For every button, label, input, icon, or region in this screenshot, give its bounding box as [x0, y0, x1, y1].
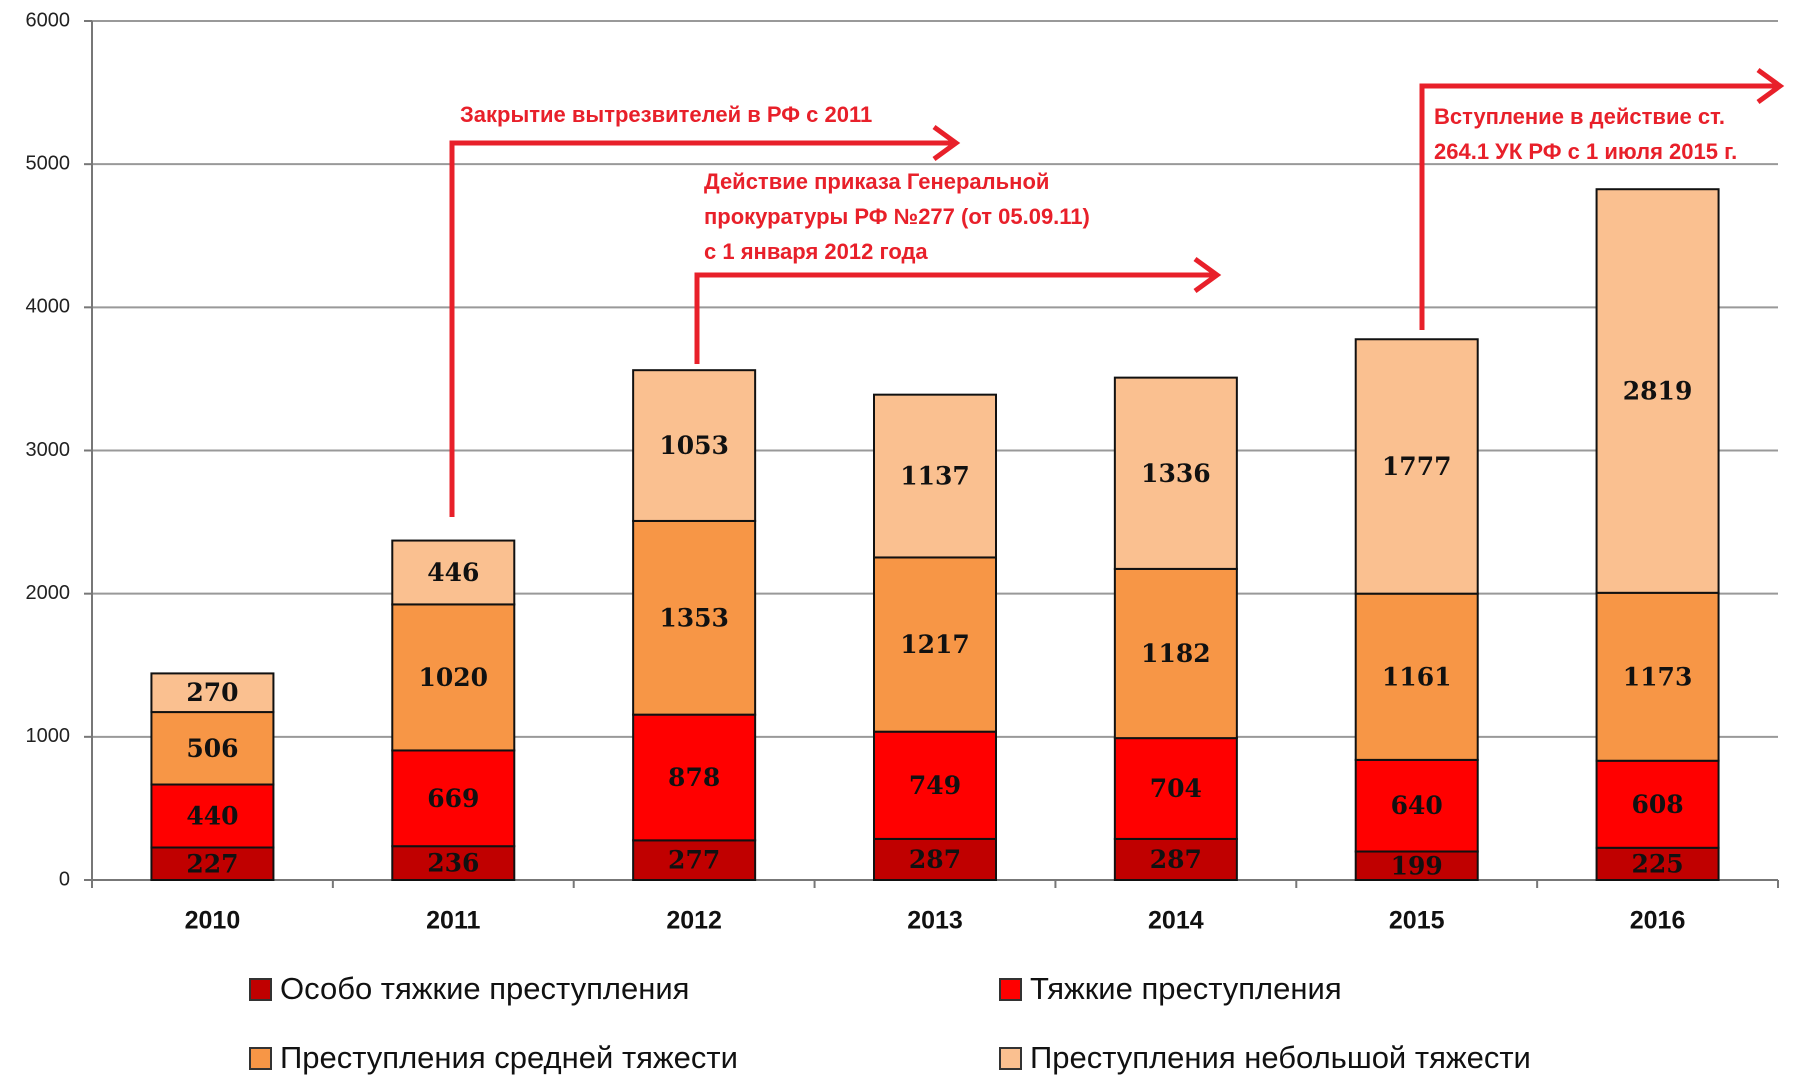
value-label: 749: [909, 771, 961, 800]
value-label: 1777: [1382, 452, 1452, 481]
legend-label: Преступления средней тяжести: [280, 1040, 738, 1075]
legend-swatch: [999, 978, 1022, 1001]
value-label: 1137: [900, 462, 970, 491]
value-label: 440: [186, 802, 238, 831]
value-label: 1182: [1141, 639, 1211, 668]
x-tick-label: 2014: [1148, 907, 1204, 935]
legend-swatch: [999, 1047, 1022, 1070]
value-label: 225: [1631, 849, 1683, 878]
legend-swatch: [249, 1047, 272, 1070]
value-label: 227: [186, 849, 238, 878]
bar-segment: [150, 711, 275, 786]
value-label: 1053: [659, 431, 729, 460]
bar-segment: [632, 839, 757, 881]
value-label: 236: [427, 849, 479, 878]
x-tick-label: 2012: [666, 907, 722, 935]
x-tick-label: 2013: [907, 907, 963, 935]
value-label: 1217: [900, 630, 970, 659]
annotation-text: прокуратуры РФ №277 (от 05.09.11): [704, 204, 1090, 229]
bar-segment: [1595, 846, 1720, 881]
bar-segment: [1113, 376, 1238, 570]
arrow-head: [932, 124, 961, 162]
bar-segment: [1595, 591, 1720, 762]
bar-segment: [1354, 592, 1479, 761]
annotation-text: Действие приказа Генеральной: [704, 169, 1049, 194]
arrow-head: [1756, 67, 1785, 105]
x-tick-label: 2015: [1389, 907, 1445, 935]
bar-segment: [391, 845, 516, 881]
y-tick-label: 3000: [26, 439, 71, 461]
value-label: 1353: [659, 603, 729, 632]
value-label: 1173: [1623, 662, 1693, 691]
bar-segment: [150, 846, 275, 881]
bar-segment: [1113, 567, 1238, 740]
value-label: 704: [1150, 774, 1202, 803]
value-label: 199: [1391, 851, 1443, 880]
y-tick-label: 6000: [26, 9, 71, 31]
value-label: 1336: [1141, 459, 1211, 488]
bar-segment: [1595, 759, 1720, 849]
y-tick-label: 0: [59, 868, 70, 890]
arrow-head: [1193, 256, 1222, 294]
value-label: 669: [427, 784, 479, 813]
value-label: 608: [1631, 790, 1683, 819]
annotation-text: Закрытие вытрезвителей в РФ с 2011: [460, 102, 872, 127]
legend-swatch: [249, 978, 272, 1001]
annotation-arrow: [449, 140, 956, 517]
annotation-arrow: [694, 272, 1217, 364]
bar-segment: [1595, 188, 1720, 594]
value-label: 2819: [1623, 377, 1693, 406]
y-tick-label: 4000: [26, 296, 71, 318]
y-tick-label: 1000: [26, 725, 71, 747]
annotation-text: с 1 января 2012 года: [704, 239, 928, 264]
annotation-arrow: [1419, 83, 1780, 330]
value-label: 287: [909, 845, 961, 874]
y-tick-label: 5000: [26, 152, 71, 174]
value-label: 640: [1391, 791, 1443, 820]
value-label: 506: [186, 734, 238, 763]
bar-segment: [150, 783, 275, 849]
bar-segment: [391, 539, 516, 606]
bar-segment: [150, 672, 275, 714]
bar-segment: [1354, 758, 1479, 853]
bar-segment: [873, 393, 997, 559]
x-tick-label: 2011: [426, 907, 480, 935]
bar-segment: [391, 603, 516, 752]
x-tick-label: 2010: [185, 907, 241, 935]
bar-segment: [391, 749, 516, 848]
value-label: 270: [186, 678, 238, 707]
annotation-text: 264.1 УК РФ с 1 июля 2015 г.: [1434, 139, 1737, 164]
x-tick-label: 2016: [1630, 907, 1686, 935]
value-label: 878: [668, 763, 720, 792]
y-tick-label: 2000: [26, 582, 71, 604]
bar-segment: [873, 837, 997, 882]
legend-label: Преступления небольшой тяжести: [1030, 1040, 1531, 1075]
legend-label: Тяжкие преступления: [1030, 971, 1342, 1006]
bar-segment: [1354, 338, 1479, 595]
value-label: 446: [427, 558, 479, 587]
legend-label: Особо тяжкие преступления: [280, 971, 689, 1006]
bar-segment: [873, 730, 997, 840]
bar-segment: [632, 713, 757, 842]
value-label: 1020: [418, 663, 488, 692]
bar-segment: [632, 369, 757, 522]
value-label: 1161: [1382, 662, 1452, 691]
value-label: 287: [1150, 845, 1202, 874]
annotation-text: Вступление в действие ст.: [1434, 104, 1725, 129]
value-label: 277: [668, 846, 720, 875]
